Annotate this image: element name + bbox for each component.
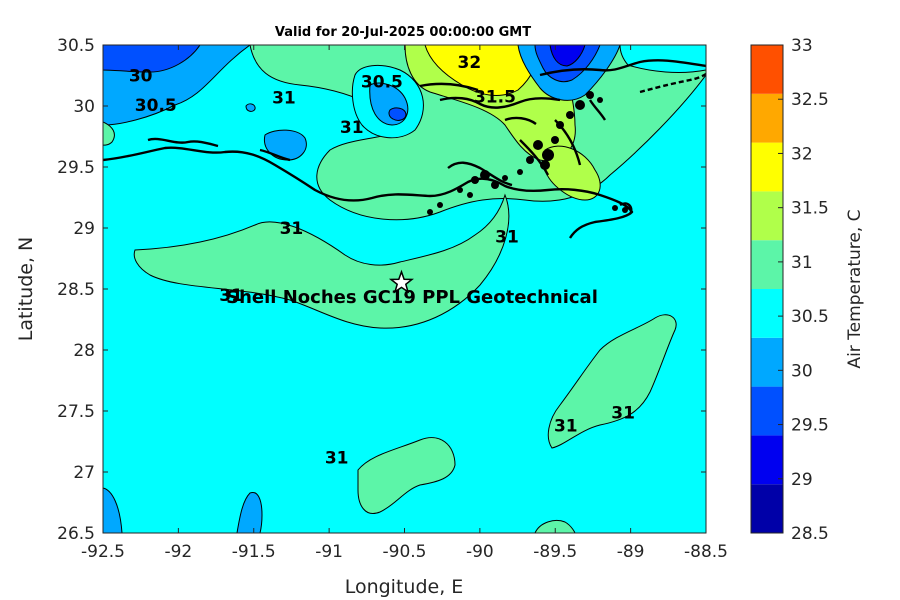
y-tick-label: 29 xyxy=(73,219,95,239)
colorbar-tick-label: 32.5 xyxy=(791,90,829,110)
contour-label: 30.5 xyxy=(135,96,177,116)
contour-label: 31 xyxy=(495,228,519,248)
contour-labels: 30 30.5 31 30.5 32 31.5 31 31 31 31 31 31 31 xyxy=(129,53,635,468)
colorbar-ticks: 28.5 29 29.5 30 30.5 31 31.5 32 32.5 33 xyxy=(778,36,829,544)
y-tick-label: 28 xyxy=(73,341,95,361)
x-axis-label: Longitude, E xyxy=(345,576,464,598)
x-tick-label: -92 xyxy=(164,542,192,562)
x-tick-label: -90 xyxy=(466,542,494,562)
colorbar-tick-label: 30.5 xyxy=(791,307,829,327)
x-tick-label: -91 xyxy=(315,542,343,562)
site-label: Shell Noches GC19 PPL Geotechnical xyxy=(226,287,598,308)
contour-region-29-ne xyxy=(549,45,586,67)
colorbar-tick-label: 29 xyxy=(791,470,813,490)
contour-region-30-5-east-edge xyxy=(619,45,706,73)
contour-region-30-south xyxy=(236,491,263,533)
contour-label: 31.5 xyxy=(474,87,516,107)
colorbar-segment xyxy=(751,289,783,338)
map-plot-area: 30 30.5 31 30.5 32 31.5 31 31 31 31 31 31 31 Shell N… xyxy=(103,45,706,533)
colorbar xyxy=(751,45,783,533)
contour-region-29-5-pocket xyxy=(388,107,407,121)
colorbar-segment xyxy=(751,484,783,533)
x-tick-label: -92.5 xyxy=(81,542,125,562)
colorbar-segment xyxy=(751,337,783,387)
contour-region-29-5 xyxy=(103,45,201,73)
contour-label: 31 xyxy=(280,219,304,239)
contour-label: 31 xyxy=(340,118,364,138)
colorbar-segment xyxy=(751,386,783,436)
contour-region-31-bottom xyxy=(534,519,576,533)
colorbar-tick-label: 30 xyxy=(791,361,813,381)
contour-region-31-central xyxy=(133,193,510,329)
colorbar-tick-label: 33 xyxy=(791,36,813,56)
x-axis-ticks: -92.5 -92 -91.5 -91 -90.5 -90 -89.5 -89 -88.5 xyxy=(81,45,728,562)
x-tick-label: -89 xyxy=(617,542,645,562)
contour-label: 31 xyxy=(554,417,578,437)
colorbar-segment xyxy=(751,435,783,485)
colorbar-segment xyxy=(751,240,783,289)
colorbar-segment xyxy=(751,142,783,192)
coastline-detail xyxy=(427,91,628,215)
star-icon[interactable] xyxy=(388,269,414,294)
y-tick-label: 27.5 xyxy=(57,402,95,422)
colorbar-tick-label: 32 xyxy=(791,144,813,164)
y-tick-label: 27 xyxy=(73,463,95,483)
y-tick-label: 30.5 xyxy=(57,36,95,56)
y-tick-label: 28.5 xyxy=(57,280,95,300)
y-tick-label: 26.5 xyxy=(57,524,95,544)
y-axis-label: Latitude, N xyxy=(15,237,37,342)
colorbar-segment xyxy=(751,93,783,143)
map-title: Valid for 20-Jul-2025 00:00:00 GMT xyxy=(275,25,531,40)
contour-label: 31 xyxy=(219,286,243,306)
colorbar-segment xyxy=(751,191,783,241)
colorbar-tick-label: 31.5 xyxy=(791,199,829,219)
x-tick-label: -88.5 xyxy=(684,542,728,562)
contour-region-30-dot xyxy=(245,103,256,112)
colorbar-label: Air Temperature, C xyxy=(845,209,865,368)
y-axis-ticks: 26.5 27 27.5 28 28.5 29 29.5 30 30.5 xyxy=(57,36,706,544)
colorbar-tick-label: 31 xyxy=(791,253,813,273)
contour-region-31-west xyxy=(103,121,115,146)
colorbar-frame xyxy=(750,44,784,534)
contour-region-30-sw xyxy=(103,487,123,533)
colorbar-tick-label: 28.5 xyxy=(791,524,829,544)
contour-region-31-5-east xyxy=(544,145,601,201)
contour-label: 30.5 xyxy=(361,73,403,93)
contour-label: 31 xyxy=(325,448,349,468)
x-tick-label: -91.5 xyxy=(232,542,276,562)
colorbar-tick-label: 29.5 xyxy=(791,416,829,436)
y-tick-label: 29.5 xyxy=(57,158,95,178)
colorbar-segment xyxy=(751,45,783,94)
contour-label: 31 xyxy=(611,403,635,423)
contour-region-31-se xyxy=(547,314,677,449)
contour-label: 32 xyxy=(457,53,481,73)
contour-region-31-south xyxy=(357,437,456,514)
contour-label: 31 xyxy=(272,89,296,109)
x-tick-label: -89.5 xyxy=(533,542,577,562)
contour-label: 30 xyxy=(129,67,153,87)
x-tick-label: -90.5 xyxy=(383,542,427,562)
y-tick-label: 30 xyxy=(73,97,95,117)
